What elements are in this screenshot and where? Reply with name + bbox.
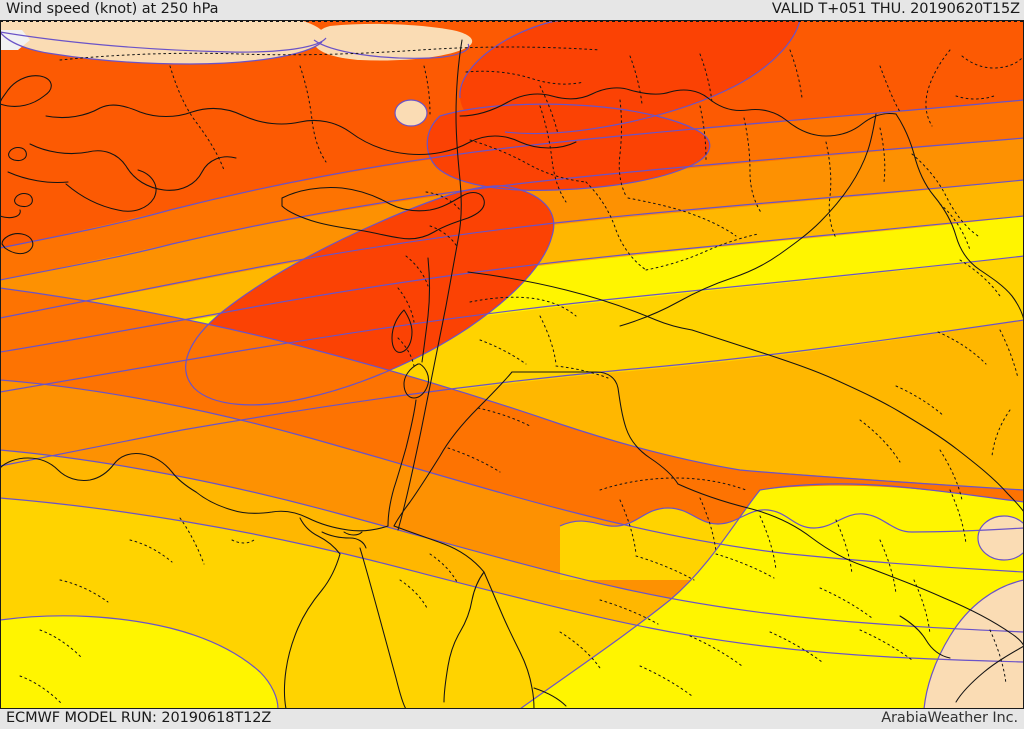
map-canvas[interactable] [0, 20, 1024, 709]
fill-yellow-se [520, 485, 1024, 709]
fill-peach-blob-n [395, 100, 427, 126]
credit-label: ArabiaWeather Inc. [881, 710, 1018, 726]
model-run-label: ECMWF MODEL RUN: 20190618T12Z [6, 710, 272, 726]
page-title: Wind speed (knot) at 250 hPa [6, 1, 219, 17]
valid-time-label: VALID T+051 THU. 20190620T15Z [771, 1, 1020, 17]
fill-yellow-sw [0, 615, 278, 709]
fill-peach-nw [0, 20, 325, 64]
fill-peach-pocket-e [978, 516, 1024, 560]
admin-boundaries-dotted [19, 46, 1023, 705]
fill-peach-pocket-nw [313, 23, 473, 61]
fill-red-bridge-levant [427, 104, 710, 191]
fill-peach-se-corner [924, 580, 1024, 709]
contour-lines [0, 20, 1024, 709]
country-borders [0, 39, 1024, 709]
footer-bar: ECMWF MODEL RUN: 20190618T12Z ArabiaWeat… [0, 709, 1024, 729]
wind-speed-contour-map [0, 20, 1024, 709]
header-bar: Wind speed (knot) at 250 hPa VALID T+051… [0, 0, 1024, 20]
